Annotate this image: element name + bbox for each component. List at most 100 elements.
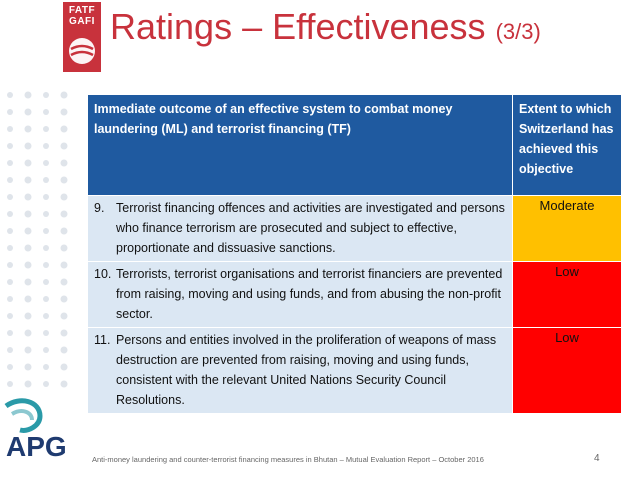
decor-dot [24, 261, 32, 269]
footer-text: Anti-money laundering and counter-terror… [92, 455, 484, 464]
decor-dot [24, 312, 32, 320]
decor-dot [7, 126, 13, 132]
decor-dot [24, 193, 32, 201]
decor-dot [43, 279, 49, 285]
table-header-row: Immediate outcome of an effective system… [87, 94, 622, 196]
decor-dot [43, 194, 49, 200]
header-extent: Extent to which Switzerland has achieved… [512, 94, 622, 196]
decor-dot [7, 279, 13, 285]
decor-dot [43, 177, 49, 183]
decor-dot [24, 244, 32, 252]
decor-dot [7, 245, 13, 251]
decor-dot [60, 193, 68, 201]
decor-dot [60, 142, 68, 150]
decor-dot [24, 91, 32, 99]
decor-dot [7, 211, 13, 217]
decor-dot [60, 159, 68, 167]
decor-dot [7, 381, 13, 387]
decor-dot [24, 295, 32, 303]
decor-dot [7, 347, 13, 353]
table-row: 9. Terrorist financing offences and activ… [87, 195, 622, 262]
decor-dot [43, 347, 49, 353]
title-sub: (3/3) [495, 19, 541, 44]
row-text: Terrorist financing offences and activit… [116, 201, 505, 255]
decor-dot [43, 228, 49, 234]
decor-dot [60, 363, 68, 371]
decor-dot [43, 160, 49, 166]
decor-dot [43, 364, 49, 370]
decor-dot [24, 380, 32, 388]
decor-dot [60, 346, 68, 354]
decor-dot [7, 160, 13, 166]
decor-dot [43, 109, 49, 115]
decor-dot [7, 296, 13, 302]
page-title: Ratings – Effectiveness (3/3) [110, 6, 541, 48]
decor-dot [24, 329, 32, 337]
decor-dot [60, 108, 68, 116]
title-main: Ratings – Effectiveness [110, 6, 486, 47]
decor-dot [43, 313, 49, 319]
decor-dot [60, 210, 68, 218]
decor-dot [7, 262, 13, 268]
rating-cell: Low [512, 327, 622, 414]
ratings-table: Immediate outcome of an effective system… [87, 94, 622, 414]
row-text: Terrorists, terrorist organisations and … [116, 267, 503, 321]
decor-dot [60, 380, 68, 388]
row-number: 9. [94, 201, 105, 215]
decor-dot [7, 330, 13, 336]
decor-dot [24, 278, 32, 286]
decor-dot [43, 381, 49, 387]
decor-dot [43, 262, 49, 268]
decor-dot [7, 92, 13, 98]
decor-dot [24, 159, 32, 167]
decor-dot [7, 194, 13, 200]
decor-dot [7, 109, 13, 115]
dot-pattern [7, 91, 68, 388]
decor-dot [43, 211, 49, 217]
decor-dot [60, 176, 68, 184]
decor-dot [60, 227, 68, 235]
decor-dot [60, 312, 68, 320]
decor-dot [24, 142, 32, 150]
decor-dot [60, 261, 68, 269]
decor-dot [7, 228, 13, 234]
logo-line2: GAFI [69, 16, 95, 27]
decor-dot [43, 92, 49, 98]
decor-dot [43, 330, 49, 336]
decor-dot [24, 125, 32, 133]
decor-dot [7, 177, 13, 183]
table-row: 10. Terrorists, terrorist organisations a… [87, 261, 622, 328]
table-row: 11. Persons and entities involved in the … [87, 327, 622, 414]
apg-logo-text: APG [6, 431, 67, 462]
logo-wave-icon [69, 38, 95, 64]
decor-dot [43, 296, 49, 302]
header-outcome: Immediate outcome of an effective system… [87, 94, 513, 196]
rating-cell: Low [512, 261, 622, 328]
row-number: 10. [94, 267, 112, 281]
decor-dot [7, 313, 13, 319]
decor-dot [60, 91, 68, 99]
decor-dot [60, 278, 68, 286]
fatf-logo: FATF GAFI [63, 2, 101, 72]
decor-dot [24, 108, 32, 116]
logo-line1: FATF [68, 5, 96, 16]
decor-dot [43, 245, 49, 251]
decor-dot [43, 143, 49, 149]
row-text: Persons and entities involved in the pro… [116, 333, 497, 407]
decor-dot [60, 244, 68, 252]
decor-dot [24, 210, 32, 218]
apg-logo: APG [4, 398, 67, 462]
decor-dot [24, 176, 32, 184]
decor-dot [7, 143, 13, 149]
page-number: 4 [594, 453, 600, 464]
decor-dot [7, 364, 13, 370]
rating-cell: Moderate [512, 195, 622, 262]
decor-dot [24, 346, 32, 354]
decor-dot [43, 126, 49, 132]
decor-dot [24, 227, 32, 235]
decor-dot [60, 329, 68, 337]
decor-dot [60, 125, 68, 133]
decor-dot [60, 295, 68, 303]
row-number: 11. [94, 333, 111, 347]
decor-dot [24, 363, 32, 371]
